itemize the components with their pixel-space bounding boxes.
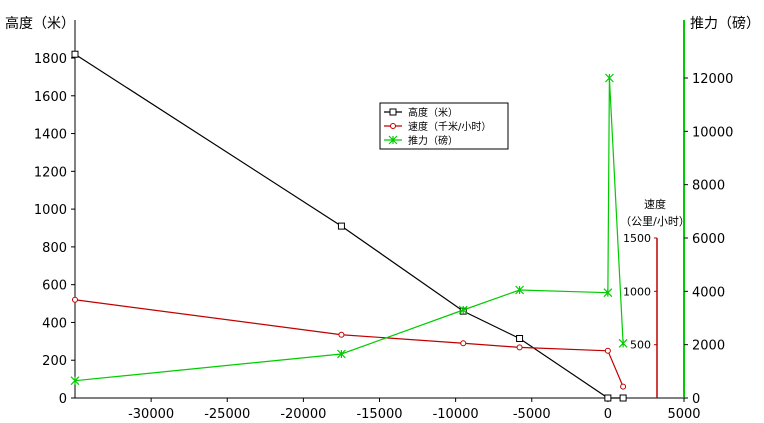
left-y-tick-label: 0 (59, 392, 67, 407)
left-y-tick-label: 1000 (34, 203, 67, 218)
inset-axis-title-line2: （公里/小时） (620, 215, 690, 228)
legend-label: 推力（磅） (408, 134, 458, 147)
data-point-star (337, 349, 346, 359)
right-y-tick-label: 0 (692, 392, 700, 407)
data-point-square (337, 222, 345, 230)
data-point-circle (390, 123, 396, 129)
right-y-tick-label: 2000 (692, 339, 725, 354)
left-y-tick-label: 1200 (34, 165, 67, 180)
data-point-star (458, 305, 468, 315)
data-point-circle (72, 296, 78, 303)
left-y-tick-label: 1600 (34, 90, 67, 105)
data-point-star (603, 288, 613, 298)
series-line (74, 53, 624, 399)
data-point-star (515, 285, 524, 295)
right-y-tick-label: 6000 (692, 232, 725, 247)
data-point-square (604, 394, 612, 402)
left-y-tick-label: 600 (42, 279, 67, 294)
x-tick-label: -20000 (280, 407, 326, 422)
left-y-tick-label: 1800 (34, 52, 67, 67)
left-y-tick-label: 400 (42, 316, 67, 331)
right-y-tick-label: 10000 (692, 125, 733, 140)
series-line (74, 299, 624, 387)
left-y-tick-label: 800 (42, 241, 67, 256)
x-tick-label: -25000 (204, 407, 250, 422)
inset-axis-title-line1: 速度 (644, 197, 666, 211)
data-point-square (389, 108, 397, 116)
x-tick-label: -15000 (356, 407, 402, 422)
data-point-star (618, 338, 628, 348)
inset-axis-tick-label: 1500 (623, 232, 651, 245)
right-y-tick-label: 8000 (692, 179, 725, 194)
data-point-circle (604, 347, 611, 354)
inset-axis-tick-label: 1000 (623, 285, 651, 298)
right-axis-title: 推力（磅） (690, 15, 760, 32)
left-y-tick-label: 1400 (34, 128, 67, 143)
legend-label: 速度（千米/小时） (408, 120, 491, 133)
data-point-circle (516, 344, 523, 351)
left-axis-title: 高度（米） (5, 15, 75, 32)
right-y-tick-label: 4000 (692, 285, 725, 300)
data-point-square (619, 394, 627, 402)
data-point-circle (460, 340, 467, 347)
data-point-star (388, 135, 398, 145)
data-point-star (70, 376, 80, 386)
data-point-square (516, 335, 524, 342)
x-tick-label: 5000 (667, 407, 700, 422)
x-tick-label: 0 (604, 407, 612, 422)
data-point-circle (338, 331, 345, 338)
inset-axis-tick-label: 500 (630, 339, 651, 352)
data-point-square (71, 50, 79, 58)
data-point-star (604, 73, 614, 83)
legend-label: 高度（米） (408, 106, 458, 119)
x-tick-label: -5000 (513, 407, 551, 422)
left-y-tick-label: 200 (42, 354, 67, 369)
x-tick-label: -30000 (128, 407, 174, 422)
x-tick-label: -10000 (433, 407, 479, 422)
right-y-tick-label: 12000 (692, 72, 733, 87)
data-point-circle (620, 383, 627, 390)
